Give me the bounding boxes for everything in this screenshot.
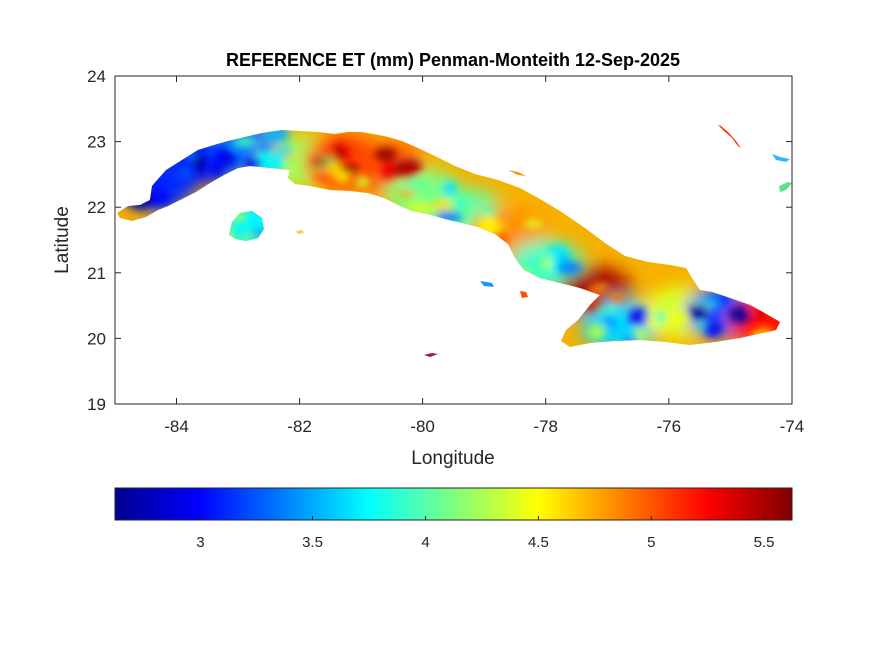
y-tick-label: 21 [87, 264, 106, 283]
et-speckle [480, 206, 495, 217]
x-tick-label: -80 [410, 417, 435, 436]
et-speckle [597, 305, 620, 316]
et-speckle [546, 245, 569, 258]
y-tick-label: 19 [87, 395, 106, 414]
et-speckle [404, 178, 429, 193]
cay-south-central [520, 291, 528, 298]
et-speckle [688, 304, 708, 320]
plot-area [115, 76, 792, 404]
et-speckle [697, 297, 721, 309]
cay-west [480, 281, 494, 287]
et-speckle [414, 204, 433, 215]
et-speckle [608, 292, 625, 304]
chart-title: REFERENCE ET (mm) Penman-Monteith 12-Sep… [226, 50, 680, 70]
et-speckle [663, 311, 689, 326]
y-axis-label: Latitude [52, 206, 73, 274]
et-speckle [260, 151, 286, 170]
et-speckle [431, 198, 452, 214]
colorbar-tick-label: 5 [647, 534, 655, 551]
y-axis: 24 23 22 21 20 19 [87, 67, 792, 414]
et-speckle [524, 218, 543, 229]
et-speckle [175, 164, 194, 181]
et-speckle [331, 143, 349, 164]
et-speckle [313, 173, 336, 183]
x-axis-label: Longitude [411, 448, 494, 469]
et-speckle [702, 320, 722, 337]
colorbar-gradient [115, 488, 792, 520]
colorbar-frame [114, 487, 793, 521]
y-tick-label: 23 [87, 133, 106, 152]
et-speckle [214, 147, 229, 159]
colorbar-tick-label: 4 [421, 534, 429, 551]
colorbar-tick-label: 3.5 [302, 534, 323, 551]
y-tick-label: 20 [87, 329, 106, 348]
colorbar-tick-label: 5.5 [754, 534, 775, 551]
et-speckle [452, 196, 468, 209]
et-speckle [374, 147, 398, 162]
et-speckle [628, 307, 650, 327]
et-speckle [263, 130, 290, 143]
et-speckle [277, 146, 293, 155]
axes-frame [114, 75, 793, 405]
cay-far-east-1 [772, 154, 790, 162]
x-tick-label: -84 [164, 417, 189, 436]
colorbar-tick-label: 4.5 [528, 534, 549, 551]
et-speckle [192, 153, 206, 173]
et-speckle [587, 323, 607, 340]
cay-far-east-2 [779, 182, 792, 192]
y-tick-label: 24 [87, 67, 106, 86]
et-speckle [397, 189, 415, 198]
x-axis: -84 -82 -80 -78 -76 -74 [164, 76, 804, 436]
x-tick-label: -74 [780, 417, 805, 436]
cay-south [424, 353, 438, 357]
cay-north-central [508, 170, 526, 176]
et-speckle [728, 305, 752, 324]
cay-north-east [718, 125, 741, 148]
et-speckle [659, 295, 676, 311]
cay-small-1 [296, 230, 304, 234]
et-speckle [442, 180, 458, 197]
et-speckle [380, 161, 395, 180]
et-speckle [355, 176, 371, 188]
et-speckle [394, 158, 423, 175]
et-speckle [341, 164, 360, 174]
et-speckle [556, 261, 583, 275]
colorbar-tick-label: 3 [196, 534, 204, 551]
x-tick-label: -76 [657, 417, 682, 436]
colorbar: 3 3.5 4 4.5 5 5.5 [114, 487, 793, 551]
x-tick-label: -78 [533, 417, 558, 436]
et-speckle [232, 136, 257, 148]
et-speckle [311, 157, 331, 167]
et-speckle [209, 155, 225, 176]
offshore-keys [296, 125, 792, 357]
y-tick-label: 22 [87, 198, 106, 217]
x-tick-label: -82 [287, 417, 312, 436]
et-speckle [602, 313, 616, 330]
